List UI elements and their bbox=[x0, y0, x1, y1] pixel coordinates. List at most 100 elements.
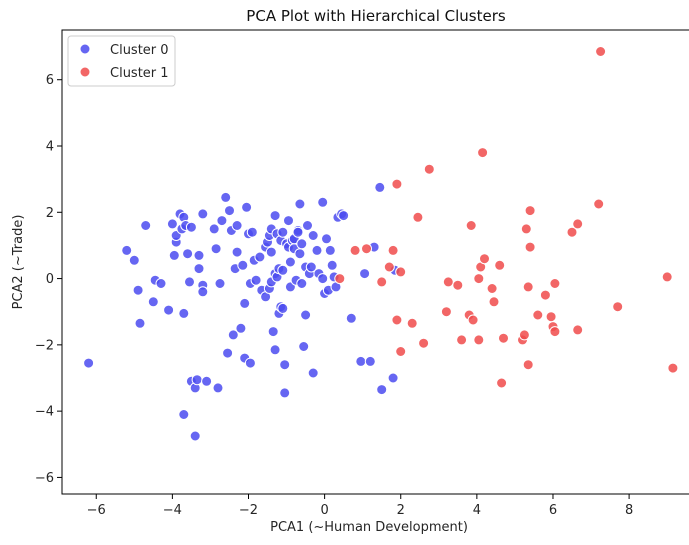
point-cluster-1 bbox=[572, 218, 584, 230]
point-cluster-0 bbox=[193, 249, 205, 261]
point-cluster-0 bbox=[307, 367, 319, 379]
point-cluster-0 bbox=[265, 246, 277, 258]
point-cluster-1 bbox=[498, 332, 509, 344]
point-cluster-1 bbox=[395, 266, 407, 278]
point-cluster-1 bbox=[539, 289, 551, 301]
point-cluster-0 bbox=[283, 215, 294, 227]
point-cluster-0 bbox=[178, 307, 190, 319]
point-cluster-0 bbox=[134, 317, 146, 329]
point-cluster-1 bbox=[442, 276, 454, 288]
point-cluster-1 bbox=[477, 147, 489, 159]
point-cluster-1 bbox=[522, 281, 534, 293]
point-cluster-1 bbox=[549, 326, 561, 338]
y-tick-label: −2 bbox=[35, 338, 54, 353]
y-tick-label: −6 bbox=[35, 471, 54, 486]
point-cluster-0 bbox=[132, 284, 144, 296]
x-tick-label: 4 bbox=[473, 503, 481, 518]
point-cluster-1 bbox=[376, 276, 388, 288]
point-cluster-0 bbox=[185, 221, 197, 233]
legend-label-cluster-0: Cluster 0 bbox=[110, 43, 169, 58]
point-cluster-1 bbox=[572, 324, 584, 336]
point-cluster-0 bbox=[168, 249, 180, 261]
y-tick-label: 6 bbox=[46, 73, 54, 88]
point-cluster-0 bbox=[184, 276, 195, 288]
point-cluster-0 bbox=[355, 355, 367, 367]
point-cluster-0 bbox=[244, 357, 256, 369]
point-cluster-0 bbox=[307, 230, 319, 241]
point-cluster-0 bbox=[140, 220, 152, 231]
point-cluster-0 bbox=[298, 341, 310, 352]
point-cluster-0 bbox=[345, 312, 357, 324]
point-cluster-0 bbox=[269, 344, 281, 356]
point-cluster-1 bbox=[532, 309, 544, 321]
point-cluster-1 bbox=[488, 296, 500, 308]
point-cluster-1 bbox=[361, 243, 372, 255]
point-cluster-1 bbox=[465, 220, 477, 231]
x-tick-label: −6 bbox=[87, 503, 106, 518]
point-cluster-1 bbox=[440, 306, 452, 318]
point-cluster-0 bbox=[155, 278, 167, 289]
point-cluster-0 bbox=[317, 273, 329, 285]
point-cluster-1 bbox=[452, 279, 464, 291]
point-cluster-1 bbox=[494, 259, 506, 271]
point-cluster-0 bbox=[222, 347, 234, 359]
y-tick-label: 0 bbox=[46, 272, 54, 287]
point-cluster-0 bbox=[321, 233, 332, 245]
point-cluster-0 bbox=[208, 223, 220, 235]
point-cluster-1 bbox=[387, 244, 399, 256]
point-cluster-1 bbox=[391, 314, 403, 326]
chart-title: PCA Plot with Hierarchical Clusters bbox=[246, 7, 506, 25]
point-cluster-0 bbox=[254, 251, 266, 263]
x-axis-title: PCA1 (~Human Development) bbox=[270, 520, 468, 535]
legend-marker-cluster-0 bbox=[79, 43, 91, 55]
point-cluster-0 bbox=[197, 208, 209, 220]
point-cluster-1 bbox=[520, 223, 532, 235]
point-cluster-0 bbox=[197, 286, 209, 298]
legend: Cluster 0 Cluster 1 bbox=[67, 35, 176, 87]
point-cluster-1 bbox=[391, 178, 403, 190]
point-cluster-0 bbox=[267, 326, 279, 338]
point-cluster-1 bbox=[479, 253, 490, 265]
point-cluster-0 bbox=[250, 274, 262, 286]
point-cluster-0 bbox=[269, 210, 281, 222]
point-cluster-1 bbox=[524, 241, 536, 253]
point-cluster-1 bbox=[334, 273, 346, 285]
point-cluster-0 bbox=[121, 244, 133, 256]
point-cluster-1 bbox=[667, 362, 679, 374]
point-cluster-0 bbox=[237, 259, 249, 271]
point-cluster-0 bbox=[128, 254, 140, 266]
point-cluster-0 bbox=[216, 215, 228, 227]
point-cluster-0 bbox=[300, 309, 312, 321]
point-cluster-1 bbox=[456, 334, 468, 346]
point-cluster-0 bbox=[166, 218, 178, 230]
points-layer bbox=[83, 46, 679, 442]
point-cluster-1 bbox=[349, 244, 361, 256]
x-tick-label: 8 bbox=[625, 503, 633, 518]
point-cluster-1 bbox=[467, 314, 479, 326]
point-cluster-0 bbox=[241, 201, 253, 213]
point-cluster-0 bbox=[302, 220, 313, 231]
point-cluster-0 bbox=[239, 297, 251, 309]
point-cluster-0 bbox=[163, 304, 175, 316]
point-cluster-0 bbox=[182, 248, 194, 260]
legend-label-cluster-1: Cluster 1 bbox=[110, 66, 169, 81]
point-cluster-0 bbox=[224, 205, 235, 217]
point-cluster-0 bbox=[147, 296, 159, 308]
y-tick-label: 2 bbox=[46, 206, 54, 221]
legend-marker-cluster-1 bbox=[79, 66, 91, 78]
point-cluster-0 bbox=[294, 248, 306, 260]
point-cluster-0 bbox=[212, 382, 224, 394]
point-cluster-1 bbox=[406, 317, 418, 329]
point-cluster-0 bbox=[387, 372, 399, 384]
point-cluster-0 bbox=[210, 243, 222, 255]
point-cluster-0 bbox=[376, 384, 388, 396]
point-cluster-0 bbox=[231, 246, 243, 258]
x-axis: −6 −4 −2 0 2 4 6 8 bbox=[87, 494, 633, 518]
point-cluster-1 bbox=[545, 311, 557, 323]
point-cluster-0 bbox=[246, 226, 258, 238]
point-cluster-1 bbox=[383, 261, 395, 273]
legend-box bbox=[67, 35, 176, 87]
x-tick-label: −4 bbox=[163, 503, 182, 518]
x-tick-label: −2 bbox=[239, 503, 258, 518]
